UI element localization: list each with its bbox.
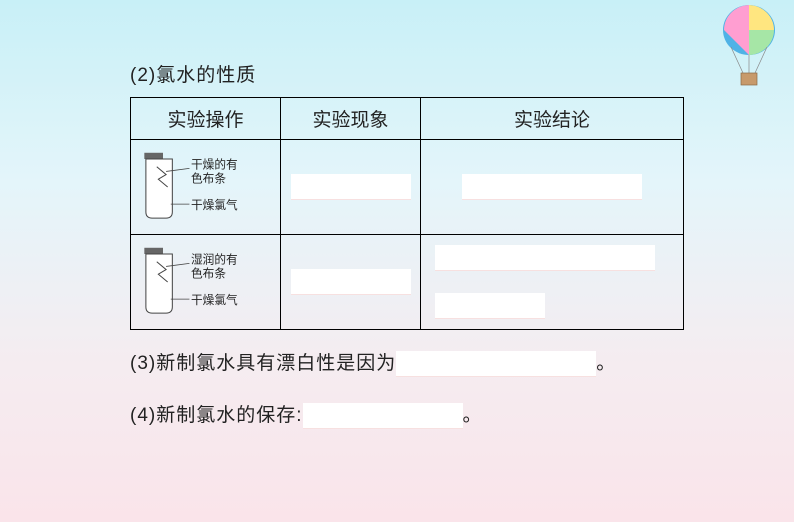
phenomenon-cell-1 (281, 140, 421, 235)
conclusion-cell-1 (421, 140, 684, 235)
line-3: (3)新制氯水具有漂白性是因为 。 (130, 346, 684, 382)
balloon-icon (719, 5, 779, 95)
col-header-conclusion: 实验结论 (421, 98, 684, 140)
balloon-decor (719, 5, 779, 95)
line4-prefix: (4)新制氯水的保存: (130, 405, 303, 426)
label-bot-1: 干燥氯气 (191, 198, 238, 212)
table-header-row: 实验操作 实验现象 实验结论 (131, 98, 684, 140)
table-row: 湿润的有 色布条 干燥氯气 (131, 235, 684, 330)
blank-line3 (396, 351, 596, 377)
phenomenon-cell-2 (281, 235, 421, 330)
blank-phenom-1 (291, 174, 411, 200)
blank-phenom-2 (291, 269, 411, 295)
line4-suffix: 。 (463, 405, 483, 426)
blank-conclusion-2a (435, 245, 655, 271)
label-top-1: 干燥的有 (191, 157, 238, 171)
blank-conclusion-2b (435, 293, 545, 319)
bottle-diagram-2: 湿润的有 色布条 干燥氯气 (135, 241, 275, 323)
blank-conclusion-1 (462, 174, 642, 200)
slide-content: (2)氯水的性质 实验操作 实验现象 实验结论 干燥的有 色布条 干燥氯气 (0, 0, 794, 434)
bottle-diagram-1: 干燥的有 色布条 干燥氯气 (135, 146, 275, 228)
line3-prefix: (3)新制氯水具有漂白性是因为 (130, 353, 396, 374)
experiment-table: 实验操作 实验现象 实验结论 干燥的有 色布条 干燥氯气 (130, 97, 684, 330)
operation-cell-2: 湿润的有 色布条 干燥氯气 (131, 235, 281, 330)
line-4: (4)新制氯水的保存: 。 (130, 398, 684, 434)
blank-line4 (303, 403, 463, 429)
table-row: 干燥的有 色布条 干燥氯气 (131, 140, 684, 235)
label-bot-2: 干燥氯气 (191, 293, 238, 307)
label-mid-1: 色布条 (191, 171, 226, 185)
conclusion-cell-2 (421, 235, 684, 330)
section-heading: (2)氯水的性质 (130, 60, 684, 87)
col-header-phenomenon: 实验现象 (281, 98, 421, 140)
label-top-2: 湿润的有 (191, 252, 238, 266)
col-header-operation: 实验操作 (131, 98, 281, 140)
line3-suffix: 。 (596, 353, 616, 374)
operation-cell-1: 干燥的有 色布条 干燥氯气 (131, 140, 281, 235)
label-mid-2: 色布条 (191, 266, 226, 280)
